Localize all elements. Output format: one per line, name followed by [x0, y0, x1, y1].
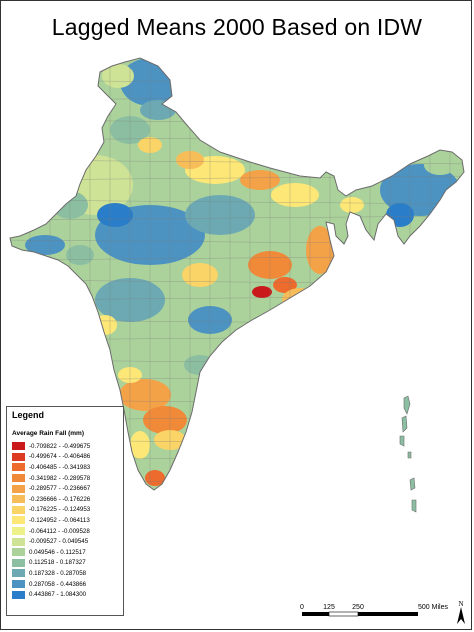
- legend-label: -0.176225 - -0.124953: [29, 506, 91, 514]
- india-outline: [9, 57, 465, 491]
- legend-label: 0.443867 - 1.084300: [29, 591, 87, 599]
- legend-swatch: [12, 558, 25, 567]
- legend-swatch: [12, 474, 25, 483]
- legend-swatch: [12, 495, 25, 504]
- legend-item: -0.406485 - -0.341983: [12, 462, 90, 473]
- legend-label: 0.187328 - 0.287058: [29, 569, 87, 577]
- scale-segment: [358, 612, 418, 616]
- legend-item: -0.289577 - -0.236667: [12, 483, 90, 494]
- scale-segment: [328, 611, 359, 617]
- legend-item: -0.236666 - -0.176226: [12, 494, 90, 505]
- legend-label: -0.289577 - -0.236667: [29, 485, 91, 493]
- legend-label: -0.124952 - -0.064113: [29, 516, 90, 524]
- legend-swatch: [12, 463, 25, 472]
- legend-label: -0.709822 - -0.499675: [29, 442, 91, 450]
- legend-items: -0.709822 - -0.499675 -0.499674 - -0.406…: [12, 441, 90, 600]
- legend-subheading: Average Rain Fall (mm): [12, 430, 85, 437]
- legend-item: -0.709822 - -0.499675: [12, 441, 90, 452]
- legend-swatch: [12, 452, 25, 461]
- legend-swatch: [12, 548, 25, 557]
- scale-tick-250: 250: [352, 604, 364, 611]
- legend-box: Legend Average Rain Fall (mm) -0.709822 …: [6, 406, 124, 616]
- legend-item: 0.443867 - 1.084300: [12, 589, 90, 600]
- legend-item: -0.064112 - -0.009528: [12, 526, 90, 537]
- legend-swatch: [12, 580, 25, 589]
- north-arrow-icon: N: [457, 600, 465, 624]
- legend-label: 0.112518 - 0.187327: [29, 559, 86, 567]
- legend-swatch: [12, 516, 25, 525]
- legend-item: -0.176225 - -0.124953: [12, 505, 90, 516]
- map-title: Lagged Means 2000 Based on IDW: [51, 14, 423, 40]
- scale-tick-125: 125: [323, 604, 335, 611]
- legend-heading: Legend: [12, 410, 45, 420]
- legend-label: 0.287058 - 0.443866: [29, 580, 87, 588]
- andaman-nicobar-islands: [399, 395, 417, 513]
- legend-label: -0.406485 - -0.341983: [29, 463, 91, 471]
- legend-swatch: [12, 527, 25, 536]
- legend-swatch: [12, 537, 25, 546]
- legend-label: 0.049546 - 0.112517: [29, 548, 86, 556]
- legend-label: -0.236666 - -0.176226: [29, 495, 91, 503]
- legend-swatch: [12, 484, 25, 493]
- north-label: N: [458, 600, 463, 608]
- legend-item: 0.112518 - 0.187327: [12, 558, 90, 569]
- legend-label: -0.341982 - -0.289578: [29, 474, 91, 482]
- legend-item: -0.124952 - -0.064113: [12, 515, 90, 526]
- legend-swatch: [12, 569, 25, 578]
- legend-label: -0.009527 - 0.049545: [29, 538, 89, 546]
- legend-item: -0.341982 - -0.289578: [12, 473, 90, 484]
- legend-swatch: [12, 590, 25, 599]
- legend-label: -0.064112 - -0.009528: [29, 527, 90, 535]
- legend-label: -0.499674 - -0.406486: [29, 453, 91, 461]
- legend-item: 0.287058 - 0.443866: [12, 579, 90, 590]
- scale-segment: [302, 612, 329, 616]
- legend-swatch: [12, 442, 25, 451]
- legend-item: 0.049546 - 0.112517: [12, 547, 90, 558]
- legend-item: -0.499674 - -0.406486: [12, 452, 90, 463]
- legend-item: -0.009527 - 0.049545: [12, 536, 90, 547]
- legend-swatch: [12, 505, 25, 514]
- scale-tick-500: 500 Miles: [418, 604, 448, 611]
- scale-tick-0: 0: [300, 604, 304, 611]
- north-arrow-shape: [457, 607, 465, 624]
- scale-bar: 0 125 250 500 Miles: [300, 604, 448, 617]
- legend-item: 0.187328 - 0.287058: [12, 568, 90, 579]
